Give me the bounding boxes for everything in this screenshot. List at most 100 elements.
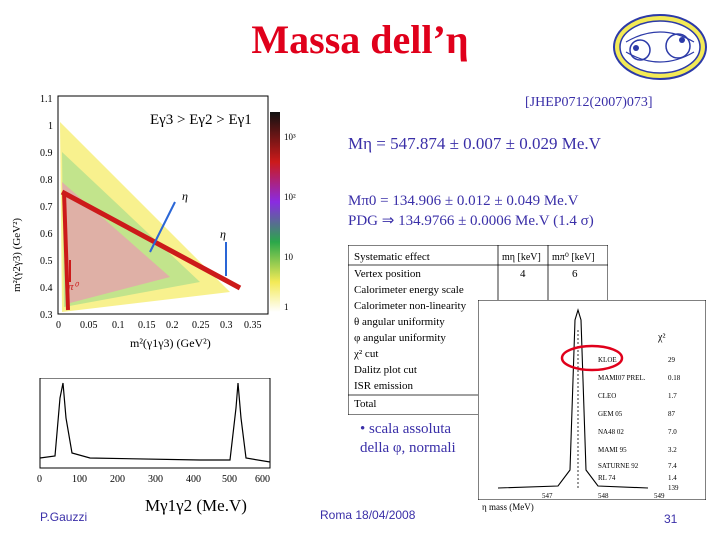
table-header: mπ⁰ [keV] [552,252,595,263]
energy-ordering-label: Eγ3 > Eγ2 > Eγ1 [150,112,252,128]
experiment-chi2: 7.4 [668,462,677,470]
table-row-label: Calorimeter energy scale [354,284,464,296]
footer-author: P.Gauzzi [40,510,88,524]
dalitz-x-tick: 0.3 [220,320,233,331]
experiment-chi2: 29 [668,356,676,364]
table-row-label: χ² cut [353,348,378,360]
histogram-x-tick: 100 [72,474,87,485]
dalitz-x-tick: 0.05 [80,320,98,331]
dalitz-annotation-eta-2: η [220,227,226,241]
histogram-x-tick: 0 [37,474,42,485]
table-row-label: Total [354,398,376,410]
experiment-name: MAMI 95 [598,446,627,454]
pi0-mass-line: Mπ0 = 134.906 ± 0.012 ± 0.049 Me.V [348,193,579,209]
dalitz-x-tick: 0.2 [166,320,179,331]
table-row-label: Dalitz plot cut [354,364,417,376]
color-scale-bar [270,112,280,312]
experiment-name: MAMI07 PREL. [598,374,646,382]
kloe-x-tick: 548 [598,492,609,500]
histogram-line [39,382,271,463]
mgg-histogram: 0 100 200 300 400 500 600 [37,378,271,485]
kloe-chi2-header: χ² [657,332,665,343]
journal-reference: [JHEP0712(2007)073] [525,95,653,110]
experiment-chi2: 87 [668,410,676,418]
pdg-compare-line: PDG ⇒ 134.9766 ± 0.0006 Me.V (1.4 σ) [348,213,594,229]
experiment-chi2: 7.0 [668,428,677,436]
dalitz-y-tick: 1 [48,121,53,132]
experiment-chi2: 1.7 [668,392,677,400]
eta-mass-result: Mη = 547.874 ± 0.007 ± 0.029 Me.V [348,134,601,153]
colorbar-tick: 10² [284,192,296,202]
experiment-chi2: 0.18 [668,374,681,382]
colorbar-tick: 10³ [284,132,296,142]
experiment-name: GEM 05 [598,410,623,418]
table-cell: 6 [572,268,578,280]
pi0-mass-result: Mπ0 = 134.906 ± 0.012 ± 0.049 Me.V PDG ⇒… [348,191,594,231]
dalitz-x-tick: 0.1 [112,320,125,331]
kloe-x-tick: 547 [542,492,553,500]
histogram-x-ticks: 0 100 200 300 400 500 600 [37,474,270,485]
dalitz-x-ticks: 0 0.05 0.1 0.15 0.2 0.25 0.3 0.35 [56,320,262,331]
table-row-label: θ angular uniformity [354,316,445,328]
dalitz-y-tick: 0.3 [40,310,53,321]
note-line-2: della φ, normali [360,440,456,456]
dalitz-x-tick: 0 [56,320,61,331]
table-header: mη [keV] [502,252,541,263]
dalitz-x-tick: 0.35 [244,320,262,331]
dalitz-x-tick: 0.25 [192,320,210,331]
kloe-highlight-circle [560,344,624,372]
experiment-name: RL 74 [598,474,616,482]
experiment-list: KLOE 29 MAMI07 PREL. 0.18 CLEO 1.7 GEM 0… [598,356,681,482]
dalitz-y-tick: 1.1 [40,94,53,105]
histogram-x-tick: 200 [110,474,125,485]
footer-event: Roma 18/04/2008 [320,508,416,522]
experiment-name: CLEO [598,392,616,400]
experiment-name: SATURNE 92 [598,462,639,470]
ideogram-curve [497,308,649,489]
pi0-band [62,191,70,311]
dalitz-plot: η η π⁰ 1.1 1 0.9 0.8 0.7 0.6 0.5 0.4 0.3… [11,94,296,331]
table-cell: 4 [520,268,526,280]
eta-arrow-1 [149,201,176,253]
experiment-chi2: 1.4 [668,474,677,482]
dalitz-y-tick: 0.8 [40,175,53,186]
dalitz-colorbar-ticks: 10³ 10² 10 1 [284,132,296,312]
dalitz-y-axis-label: m²(γ2γ3) (GeV²) [11,218,23,292]
dalitz-y-tick: 0.6 [40,229,53,240]
kloe-logo [613,14,707,80]
dalitz-y-tick: 0.4 [40,283,53,294]
dalitz-annotation-pi0: π⁰ [68,281,80,293]
colorbar-tick: 1 [284,302,289,312]
kloe-x-axis-label: η mass (MeV) [482,502,534,512]
dalitz-x-tick: 0.15 [138,320,156,331]
kloe-x-tick: 549 [654,492,665,500]
histogram-x-label: Mγ1γ2 (Me.V) [145,496,247,515]
table-row-label: Vertex position [354,268,421,280]
table-row-label: φ angular uniformity [354,332,446,344]
dalitz-y-tick: 0.7 [40,202,53,213]
experiment-name: KLOE [598,356,617,364]
histogram-x-tick: 600 [255,474,270,485]
footer-page-number: 31 [664,512,678,526]
colorbar-tick: 10 [284,252,294,262]
eta-mass-comparison-chart: χ² KLOE 29 MAMI07 PREL. 0.18 CLEO 1.7 GE… [478,300,706,500]
table-row-label: Calorimeter non-linearity [354,300,467,312]
histogram-x-tick: 400 [186,474,201,485]
experiment-name: NA48 02 [598,428,624,436]
histogram-x-tick: 500 [222,474,237,485]
note-text: • scala assoluta della φ, normali [360,420,456,458]
table-row-label: ISR emission [354,380,413,392]
dalitz-y-ticks: 1.1 1 0.9 0.8 0.7 0.6 0.5 0.4 0.3 [40,94,53,321]
table-header: Systematic effect [354,251,430,263]
dalitz-y-tick: 0.9 [40,148,53,159]
dalitz-x-axis-label: m²(γ1γ3) (GeV²) [130,336,211,350]
histogram-x-tick: 300 [148,474,163,485]
eta-band [60,189,242,291]
experiment-chi2: 3.2 [668,446,677,454]
note-line-1: • scala assoluta [360,421,452,437]
kloe-x-ticks: 547 548 549 [542,492,665,500]
slide-title: Massa dell’η [251,17,469,62]
chi2-total: 139 [668,484,679,492]
dalitz-y-tick: 0.5 [40,256,53,267]
dalitz-annotation-eta-1: η [182,189,188,203]
